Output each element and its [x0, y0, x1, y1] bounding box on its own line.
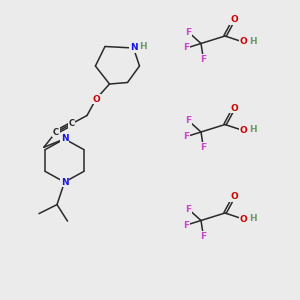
- Text: F: F: [185, 28, 191, 37]
- Text: F: F: [200, 143, 206, 152]
- Text: H: H: [249, 125, 256, 134]
- Text: H: H: [249, 214, 256, 223]
- Text: N: N: [130, 44, 137, 52]
- Text: O: O: [240, 38, 248, 46]
- Text: O: O: [240, 126, 248, 135]
- Text: N: N: [61, 134, 68, 143]
- Text: O: O: [230, 15, 238, 24]
- Text: O: O: [92, 94, 100, 103]
- Text: F: F: [200, 232, 206, 241]
- Text: F: F: [185, 116, 191, 125]
- Text: C: C: [68, 119, 74, 128]
- Text: F: F: [185, 205, 191, 214]
- Text: H: H: [139, 42, 146, 51]
- Text: F: F: [184, 44, 190, 52]
- Text: F: F: [200, 55, 206, 64]
- Text: H: H: [249, 37, 256, 46]
- Text: O: O: [240, 214, 248, 224]
- Text: C: C: [53, 128, 59, 137]
- Text: N: N: [61, 178, 68, 187]
- Text: O: O: [230, 103, 238, 112]
- Text: F: F: [184, 220, 190, 230]
- Text: F: F: [184, 132, 190, 141]
- Text: O: O: [230, 192, 238, 201]
